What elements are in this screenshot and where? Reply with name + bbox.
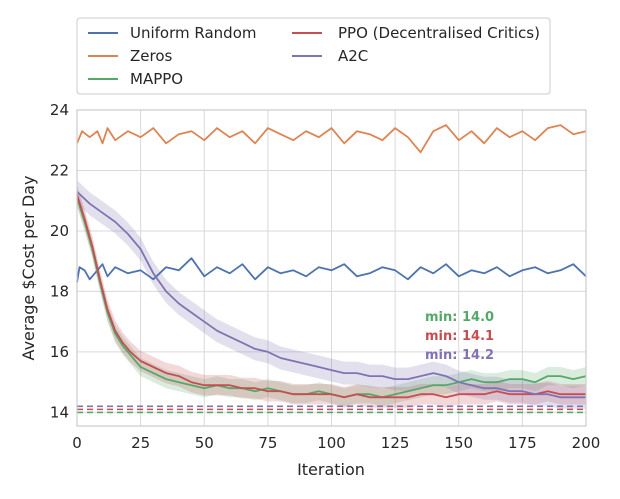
y-tick-labels: 14 16 18 20 22 24: [50, 101, 69, 421]
min-label-ppo: min: 14.1: [425, 329, 494, 344]
y-axis-label: Average $Cost per Day: [19, 176, 38, 361]
band-mappo: [77, 188, 586, 407]
legend: Uniform Random Zeros MAPPO PPO (Decentra…: [76, 17, 551, 95]
x-tick-label: 25: [131, 434, 150, 452]
x-tick-label: 150: [444, 434, 473, 452]
x-axis-label: Iteration: [297, 460, 365, 479]
series-line-zeros: [76, 124, 587, 154]
min-annotations: min: 14.0 min: 14.1 min: 14.2: [425, 310, 494, 363]
min-label-mappo: min: 14.0: [425, 310, 494, 325]
confidence-bands: [77, 180, 586, 409]
band-a2c: [77, 180, 586, 409]
legend-label-mappo: MAPPO: [130, 70, 183, 88]
series-line-uniform-random: [76, 257, 587, 283]
x-tick-label: 100: [317, 434, 346, 452]
x-tick-label: 50: [195, 434, 214, 452]
y-tick-label: 18: [50, 282, 69, 300]
y-tick-label: 20: [50, 222, 69, 240]
plot-frame: [76, 109, 587, 427]
legend-label-uniform-random: Uniform Random: [130, 24, 257, 42]
y-tick-label: 24: [50, 101, 69, 119]
band-ppo-decentralised-critics: [77, 184, 586, 408]
series-line-mappo: [76, 197, 587, 399]
y-tick-label: 14: [50, 403, 69, 421]
series-line-ppo-decentralised-critics: [76, 194, 586, 399]
x-tick-labels: 0 25 50 75 100 125 150 175 200: [72, 434, 600, 452]
legend-label-a2c: A2C: [338, 47, 368, 65]
x-tick-label: 75: [258, 434, 277, 452]
min-label-a2c: min: 14.2: [425, 348, 494, 363]
x-tick-label: 175: [508, 434, 537, 452]
legend-label-zeros: Zeros: [130, 47, 173, 65]
x-tick-label: 125: [381, 434, 410, 452]
series-line-a2c: [76, 190, 586, 399]
series-lines: [76, 124, 587, 399]
legend-label-ppo: PPO (Decentralised Critics): [338, 24, 540, 42]
min-reference-lines: [77, 405, 586, 414]
x-tick-label: 200: [572, 434, 601, 452]
x-tick-label: 0: [72, 434, 82, 452]
y-tick-label: 22: [50, 161, 69, 179]
y-tick-label: 16: [50, 343, 69, 361]
